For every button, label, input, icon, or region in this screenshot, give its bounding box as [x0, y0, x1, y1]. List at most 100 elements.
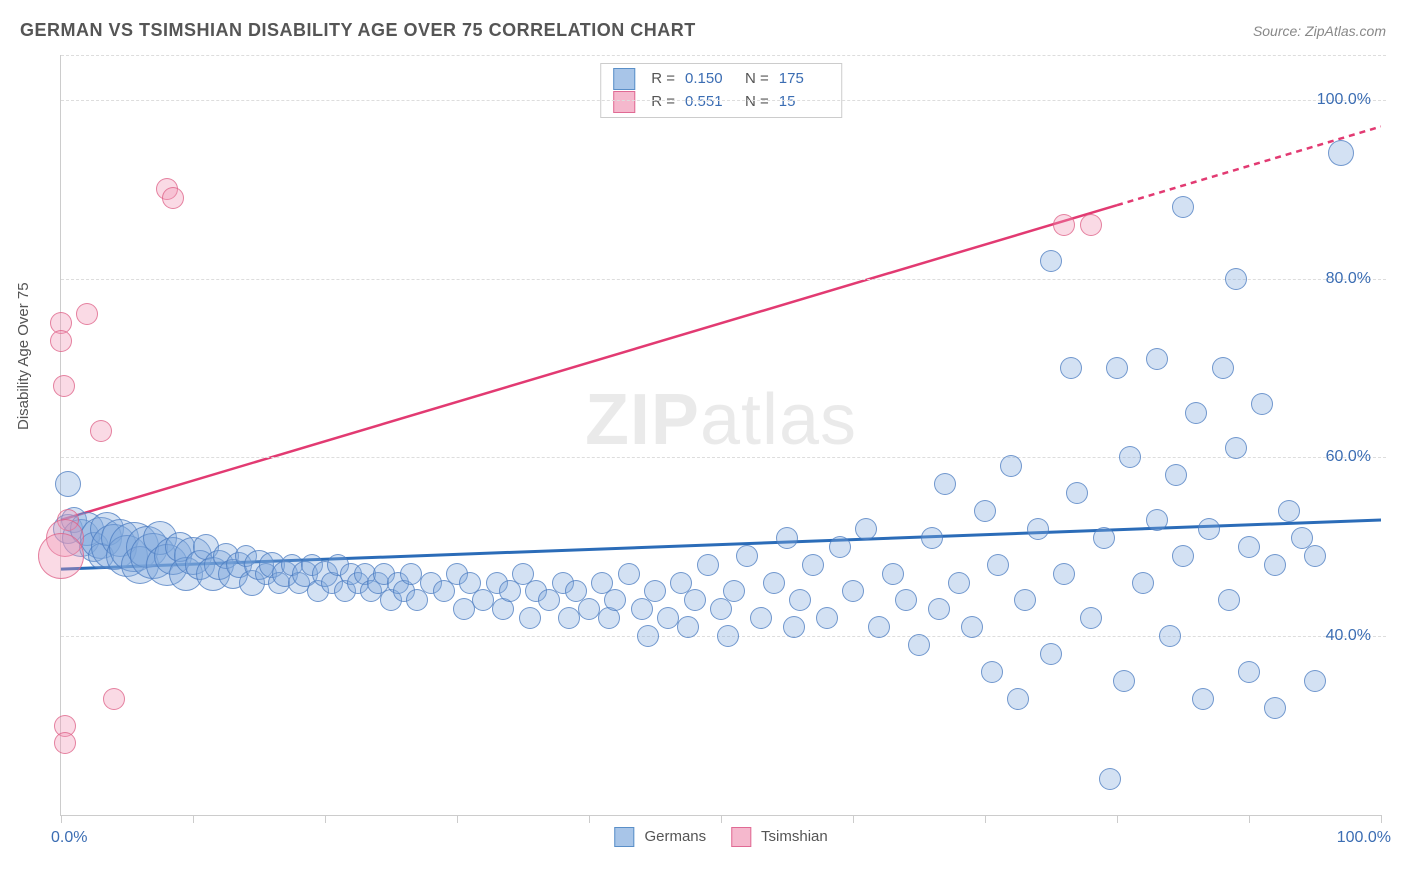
data-point-germans	[987, 554, 1009, 576]
data-point-germans	[1328, 140, 1354, 166]
data-point-germans	[895, 589, 917, 611]
data-point-germans	[644, 580, 666, 602]
data-point-germans	[829, 536, 851, 558]
data-point-germans	[1198, 518, 1220, 540]
data-point-germans	[1119, 446, 1141, 468]
data-point-germans	[1027, 518, 1049, 540]
data-point-germans	[842, 580, 864, 602]
legend-item-germans: Germans	[614, 827, 706, 847]
data-point-germans	[750, 607, 772, 629]
data-point-germans	[1225, 437, 1247, 459]
data-point-germans	[578, 598, 600, 620]
data-point-germans	[1218, 589, 1240, 611]
data-point-tsimshian	[53, 375, 75, 397]
chart-title: GERMAN VS TSIMSHIAN DISABILITY AGE OVER …	[20, 20, 696, 41]
y-tick-label: 80.0%	[1326, 270, 1371, 288]
data-point-germans	[684, 589, 706, 611]
swatch-pink	[613, 91, 635, 113]
data-point-germans	[657, 607, 679, 629]
gridline	[61, 100, 1386, 101]
n-value: 15	[779, 91, 829, 114]
data-point-germans	[1007, 688, 1029, 710]
data-point-germans	[1093, 527, 1115, 549]
swatch-blue	[614, 827, 634, 847]
data-point-germans	[1165, 464, 1187, 486]
data-point-germans	[519, 607, 541, 629]
y-axis-label: Disability Age Over 75	[15, 282, 32, 430]
data-point-germans	[1172, 545, 1194, 567]
stats-legend-box: R = 0.150 N = 175 R = 0.551 N = 15	[600, 63, 842, 118]
data-point-germans	[1099, 768, 1121, 790]
data-point-germans	[934, 473, 956, 495]
data-point-tsimshian	[50, 330, 72, 352]
data-point-germans	[1251, 393, 1273, 415]
y-tick-label: 40.0%	[1326, 627, 1371, 645]
gridline	[61, 55, 1386, 56]
data-point-germans	[604, 589, 626, 611]
data-point-germans	[789, 589, 811, 611]
watermark-atlas: atlas	[700, 380, 857, 460]
x-tick	[1117, 815, 1118, 823]
y-tick-label: 60.0%	[1326, 448, 1371, 466]
data-point-germans	[1106, 357, 1128, 379]
data-point-tsimshian	[90, 420, 112, 442]
data-point-tsimshian	[54, 732, 76, 754]
legend-label: Germans	[644, 828, 706, 845]
data-point-germans	[1146, 509, 1168, 531]
data-point-germans	[1066, 482, 1088, 504]
data-point-germans	[882, 563, 904, 585]
data-point-germans	[710, 598, 732, 620]
data-point-germans	[1172, 196, 1194, 218]
data-point-germans	[1132, 572, 1154, 594]
data-point-germans	[55, 471, 81, 497]
data-point-germans	[1040, 643, 1062, 665]
data-point-germans	[499, 580, 521, 602]
r-value: 0.551	[685, 91, 735, 114]
swatch-pink	[731, 827, 751, 847]
data-point-tsimshian	[162, 187, 184, 209]
watermark-zip: ZIP	[585, 380, 700, 460]
data-point-germans	[974, 500, 996, 522]
data-point-germans	[1185, 402, 1207, 424]
data-point-germans	[1278, 500, 1300, 522]
data-point-germans	[1040, 250, 1062, 272]
data-point-germans	[816, 607, 838, 629]
data-point-tsimshian	[103, 688, 125, 710]
data-point-germans	[1159, 625, 1181, 647]
data-point-germans	[717, 625, 739, 647]
x-tick	[589, 815, 590, 823]
data-point-germans	[1238, 536, 1260, 558]
data-point-germans	[928, 598, 950, 620]
data-point-germans	[921, 527, 943, 549]
n-label: N =	[745, 91, 769, 114]
data-point-germans	[472, 589, 494, 611]
data-point-germans	[802, 554, 824, 576]
legend-label: Tsimshian	[761, 828, 828, 845]
x-tick	[1381, 815, 1382, 823]
data-point-germans	[1053, 563, 1075, 585]
data-point-germans	[1304, 670, 1326, 692]
data-point-germans	[855, 518, 877, 540]
data-point-germans	[1212, 357, 1234, 379]
data-point-germans	[908, 634, 930, 656]
data-point-germans	[1014, 589, 1036, 611]
data-point-germans	[697, 554, 719, 576]
data-point-germans	[1264, 697, 1286, 719]
r-value: 0.150	[685, 68, 735, 91]
data-point-germans	[1113, 670, 1135, 692]
data-point-germans	[1192, 688, 1214, 710]
x-axis-max-label: 100.0%	[1337, 829, 1391, 847]
data-point-tsimshian	[1053, 214, 1075, 236]
stats-row: R = 0.551 N = 15	[613, 91, 829, 114]
data-point-germans	[618, 563, 640, 585]
data-point-tsimshian	[1080, 214, 1102, 236]
x-tick	[853, 815, 854, 823]
data-point-germans	[961, 616, 983, 638]
data-point-germans	[763, 572, 785, 594]
data-point-germans	[868, 616, 890, 638]
data-point-germans	[1146, 348, 1168, 370]
x-tick	[721, 815, 722, 823]
gridline	[61, 279, 1386, 280]
x-tick	[325, 815, 326, 823]
x-tick	[457, 815, 458, 823]
